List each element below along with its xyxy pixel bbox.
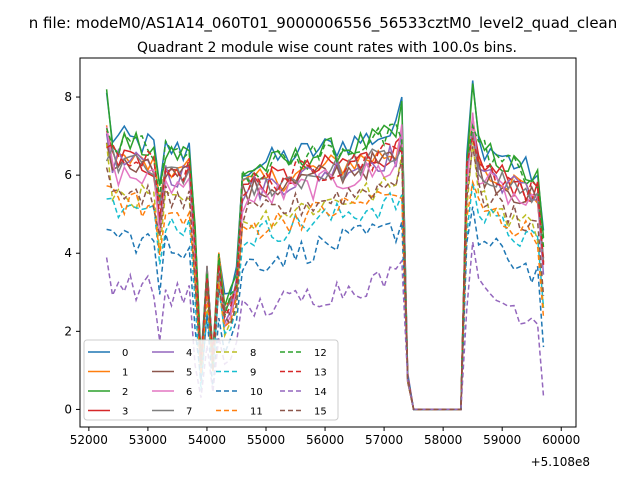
chart-title: Quadrant 2 module wise count rates with …: [137, 40, 517, 56]
y-tick-label: 6: [64, 168, 72, 182]
series-line-13: [106, 137, 545, 411]
figure-suptitle: n file: modeM0/AS1A14_060T01_9000006556_…: [29, 14, 618, 33]
y-tick-label: 0: [64, 402, 72, 416]
legend-label-10: 10: [250, 387, 263, 398]
x-tick-label: 57000: [365, 433, 403, 447]
series-line-10: [106, 206, 545, 411]
legend-label-8: 8: [250, 348, 256, 359]
y-tick-label: 2: [64, 324, 72, 338]
series-line-9: [106, 182, 545, 411]
legend-label-13: 13: [314, 368, 327, 379]
plot-frame: [79, 57, 577, 428]
legend-label-2: 2: [122, 387, 128, 398]
axis-layer: 52000 53000 54000 55000 56000 57000 58000 59000…: [64, 90, 580, 447]
x-tick-label: 59000: [483, 433, 521, 447]
series-line-15: [105, 146, 545, 411]
series-line-14: [105, 241, 545, 411]
legend-label-11: 11: [250, 407, 263, 418]
legend-label-4: 4: [186, 348, 192, 359]
legend-label-7: 7: [186, 407, 192, 418]
series-line-11: [106, 179, 545, 411]
legend-label-3: 3: [122, 407, 128, 418]
x-tick-label: 60000: [542, 433, 580, 447]
series-line-6: [105, 112, 545, 411]
legend-label-1: 1: [122, 368, 128, 379]
legend-label-14: 14: [314, 387, 327, 398]
legend-label-15: 15: [314, 407, 327, 418]
x-tick-label: 54000: [188, 433, 226, 447]
series-layer: [105, 80, 545, 411]
x-tick-label: 56000: [306, 433, 344, 447]
legend-label-6: 6: [186, 387, 192, 398]
x-tick-label: 53000: [129, 433, 167, 447]
series-line-2: [105, 83, 545, 411]
series-line-12: [105, 123, 545, 411]
legend-label-9: 9: [250, 368, 256, 379]
x-offset-label: +5.108e8: [531, 455, 590, 469]
y-tick-label: 4: [64, 246, 72, 260]
x-tick-label: 58000: [424, 433, 462, 447]
legend-box: [83, 339, 339, 421]
legend-label-5: 5: [186, 368, 192, 379]
x-tick-label: 52000: [70, 433, 108, 447]
x-tick-label: 55000: [247, 433, 285, 447]
y-tick-label: 8: [64, 90, 72, 104]
legend-label-12: 12: [314, 348, 327, 359]
legend-label-0: 0: [122, 348, 128, 359]
